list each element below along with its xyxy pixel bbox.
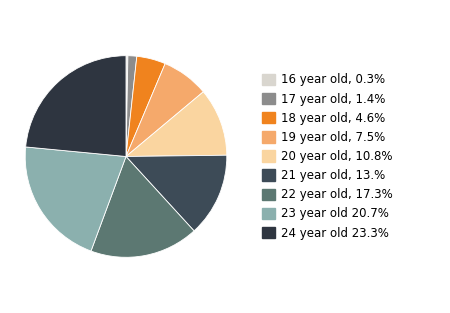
Wedge shape [126,56,137,156]
Legend: 16 year old, 0.3%, 17 year old, 1.4%, 18 year old, 4.6%, 19 year old, 7.5%, 20 y: 16 year old, 0.3%, 17 year old, 1.4%, 18… [262,74,393,239]
Wedge shape [25,147,126,251]
Wedge shape [26,56,126,156]
Wedge shape [126,64,203,156]
Wedge shape [91,156,194,257]
Wedge shape [126,155,227,231]
Wedge shape [126,92,227,156]
Wedge shape [126,56,128,156]
Wedge shape [126,56,165,156]
